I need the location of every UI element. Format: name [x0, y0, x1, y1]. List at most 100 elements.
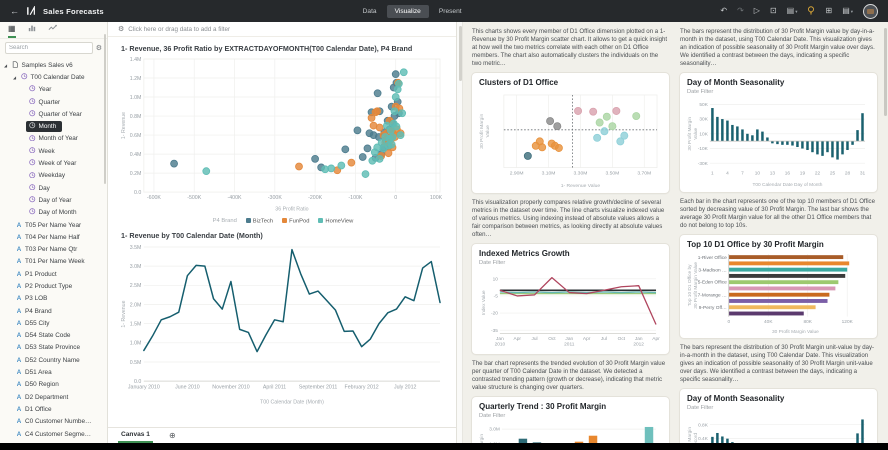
tree-item-d2-department[interactable]: A D2 Department — [16, 393, 69, 401]
revenue-by-month-line-chart[interactable]: 0.0 0.5M 1.0M 1.5M 2.0M 2.5M 3.0M 3.5M January 2… — [119, 242, 447, 410]
sidebar-tab-charts[interactable] — [28, 22, 36, 38]
svg-text:-500K: -500K — [187, 195, 202, 201]
user-avatar[interactable] — [863, 3, 879, 19]
tree-item-day-of-month[interactable]: Day of Month — [0, 207, 107, 219]
svg-text:T00 Calendar Date Day of Month: T00 Calendar Date Day of Month — [752, 182, 822, 187]
canvas-scrollbar[interactable] — [457, 22, 463, 443]
chevron-down-icon: ▾ — [795, 9, 798, 14]
chart-svg-main_scatter[interactable]: -600K -500K -400K -300K -200K -100K 0 100K 0.0 0.… — [119, 55, 447, 213]
clock-icon — [29, 98, 36, 107]
tree-item-d53-state-province[interactable]: A D53 State Province — [16, 344, 81, 352]
export-menu[interactable]: ▤▾ — [842, 7, 853, 15]
svg-text:Jan: Jan — [635, 336, 643, 342]
canvas-tabbar: Canvas 1 ⊕ — [108, 427, 456, 443]
tree-item-c0-customer-numbe[interactable]: A C0 Customer Numbe… — [16, 418, 92, 426]
insight-card-clusters-of-d1-office-1[interactable]: Clusters of D1 Office 2.90M 3.10M 3.30M 3.50… — [471, 72, 670, 194]
tree-item-day-of-year[interactable]: Day of Year — [0, 194, 107, 206]
day-of-month-seasonality-chart[interactable]: 0.8K0.4K0.0-0.4K1471013161922252831T00 C… — [687, 412, 870, 443]
tree-item-d1-office[interactable]: A D1 Office — [16, 405, 52, 413]
svg-text:0.0: 0.0 — [134, 190, 141, 196]
add-canvas-icon[interactable]: ⊕ — [168, 431, 176, 440]
scatter-legend[interactable]: P4 Brand BizTech FunPod HomeView — [119, 218, 447, 225]
quarterly-trend-30-profit-margin-chart[interactable]: 3.0M1.0M-1.0M-3.0MJanJulJanJulJanJulT00 … — [479, 420, 662, 443]
snapshot-icon[interactable]: ⊡ — [769, 6, 777, 15]
tree-item-p3-lob[interactable]: A P3 LOB — [16, 295, 48, 303]
field-sidebar: ▦ ⚙ ◢Samples Sales v6 ◢T00 Calendar Date Y… — [0, 22, 108, 443]
chart-svg-day2[interactable]: 0.8K0.4K0.0-0.4K1471013161922252831T00 C… — [687, 412, 870, 443]
sidebar-tab-data[interactable]: ▦ — [8, 22, 16, 38]
chart-svg-main_line[interactable]: 0.0 0.5M 1.0M 1.5M 2.0M 2.5M 3.0M 3.5M January 2… — [119, 242, 447, 405]
date-filter-label[interactable]: Date Filter — [687, 89, 714, 96]
tree-item-c3-customer-type[interactable]: AC3 Customer Type — [0, 440, 107, 444]
insights-bulb-icon[interactable] — [807, 5, 815, 17]
tree-item-t01-per-name-week[interactable]: A T01 Per Name Week — [16, 258, 85, 266]
indexed-metrics-growth-chart[interactable]: 10 -5 -20 -35 Jan 2010 Apr Jul Oct Jan 2011 Apr Jul O… — [479, 267, 662, 351]
panel-scrollbar[interactable] — [884, 28, 887, 116]
insight-card-day-of-month-seasonality-2[interactable]: Day of Month Seasonality Date Filter 50K 30… — [679, 72, 878, 193]
tree-item-day[interactable]: Day — [0, 182, 107, 194]
tree-item-p2-product-type[interactable]: A P2 Product Type — [16, 282, 73, 290]
filter-bar[interactable]: ⚙ Click here or drag data to add a filte… — [108, 22, 456, 37]
tree-item-d55-city[interactable]: A D55 City — [16, 319, 50, 327]
chart-svg-clusters[interactable]: 2.90M 3.10M 3.30M 3.50M 3.70M 1- Revenue Valu… — [479, 89, 662, 189]
play-icon[interactable]: ▷ — [753, 6, 760, 15]
present-frame-icon[interactable]: ⊞ — [825, 6, 833, 15]
tree-item-d51-area[interactable]: A D51 Area — [16, 369, 52, 377]
tree-item-month-of-year[interactable]: Month of Year — [0, 133, 107, 145]
tab-present[interactable]: Present — [438, 7, 462, 15]
tree-item-c4-customer-segme[interactable]: A C4 Customer Segme… — [16, 430, 92, 438]
tree-item-d52-country-name[interactable]: A D52 Country Name — [16, 356, 80, 364]
layout-menu[interactable]: ▤▾ — [787, 7, 798, 15]
legend-item-biztech[interactable]: BizTech — [245, 218, 273, 225]
tree-item-quarter[interactable]: Quarter — [0, 96, 107, 108]
tree-item-weekday[interactable]: Weekday — [0, 170, 107, 182]
tree-item-t05-per-name-year[interactable]: A T05 Per Name Year — [16, 221, 82, 229]
legend-item-funpod[interactable]: FunPod — [282, 218, 309, 225]
insight-card-quarterly-trend-30-profit-margin-1[interactable]: Quarterly Trend : 30 Profit Margin Date F… — [471, 396, 670, 443]
svg-text:by Record: by Record — [693, 433, 699, 443]
revenue-profit-scatter-chart[interactable]: -600K -500K -400K -300K -200K -100K 0 100K 0.0 0.… — [119, 55, 447, 217]
day-of-month-seasonality-chart[interactable]: 50K 30K 10K -10K -30K 1 4 7 10 13 16 19 22 25 28 31 T00 … — [687, 96, 870, 188]
chart-svg-top10[interactable]: 0 40K 80K 120K 1-River Office 3-Madison … 5-Ed… — [687, 251, 870, 335]
clusters-of-d1-office-chart[interactable]: 2.90M 3.10M 3.30M 3.50M 3.70M 1- Revenue Valu… — [479, 89, 662, 189]
tree-item-samples-sales-v6[interactable]: ◢ Samples Sales v6 — [4, 60, 73, 69]
tree-item-t00-calendar-date[interactable]: ◢ T00 Calendar Date — [13, 73, 85, 81]
date-filter-label[interactable]: Date Filter — [687, 405, 714, 412]
tree-item-t04-per-name-half[interactable]: A T04 Per Name Half — [16, 233, 80, 241]
insight-text: The bar chart represents the trended evo… — [472, 360, 666, 392]
sidebar-tab-trends[interactable] — [48, 22, 57, 38]
tab-data[interactable]: Data — [362, 7, 377, 15]
tree-item-week[interactable]: Week — [0, 145, 107, 157]
tab-visualize[interactable]: Visualize — [386, 4, 429, 18]
date-filter-label[interactable]: Date Filter — [479, 259, 506, 266]
svg-text:Apr: Apr — [652, 336, 660, 342]
insight-card-indexed-metrics-growth-1[interactable]: Indexed Metrics Growth Date Filter 10 -5 -20… — [471, 242, 670, 356]
svg-text:-100K: -100K — [348, 195, 363, 201]
canvas-tab[interactable]: Canvas 1 — [118, 428, 153, 443]
tree-item-d50-region[interactable]: A D50 Region — [16, 381, 59, 389]
date-filter-label[interactable]: Date Filter — [479, 413, 506, 420]
tree-item-month[interactable]: Month — [0, 120, 107, 133]
insight-card-top-10-d1-office-by-30-profit-margin-2[interactable]: Top 10 D1 Office by 30 Profit Margin 0 40K… — [679, 233, 878, 340]
tree-item-t03-per-name-qtr[interactable]: A T03 Per Name Qtr — [16, 246, 78, 254]
tree-item-d54-state-code[interactable]: A D54 State Code — [16, 332, 71, 340]
top-10-d1-office-by-30-profit-margin-chart[interactable]: 0 40K 80K 120K 1-River Office 3-Madison … 5-Ed… — [687, 251, 870, 335]
redo-icon[interactable]: ↷ — [737, 6, 744, 15]
tree-item-p1-product[interactable]: A P1 Product — [16, 270, 57, 278]
chart-svg-quarterly[interactable]: 3.0M1.0M-1.0M-3.0MJanJulJanJulJanJulT00 … — [479, 420, 662, 443]
search-input[interactable] — [5, 42, 93, 54]
tree-item-year[interactable]: Year — [0, 84, 107, 96]
legend-item-homeview[interactable]: HomeView — [318, 218, 353, 225]
svg-text:September 2011: September 2011 — [299, 384, 338, 390]
sidebar-scrollbar[interactable] — [104, 34, 106, 184]
tree-item-p4-brand[interactable]: A P4 Brand — [16, 307, 52, 315]
tree-item-quarter-of-year[interactable]: Quarter of Year — [0, 108, 107, 120]
tree-item-week-of-year[interactable]: Week of Year — [0, 157, 107, 169]
back-icon[interactable]: ← — [10, 6, 19, 16]
search-settings-gear-icon[interactable]: ⚙ — [95, 45, 102, 52]
svg-text:Apr: Apr — [514, 336, 522, 342]
undo-icon[interactable]: ↶ — [720, 6, 728, 15]
insight-card-day-of-month-seasonality-2[interactable]: Day of Month Seasonality Date Filter 0.8K 0… — [679, 388, 878, 443]
